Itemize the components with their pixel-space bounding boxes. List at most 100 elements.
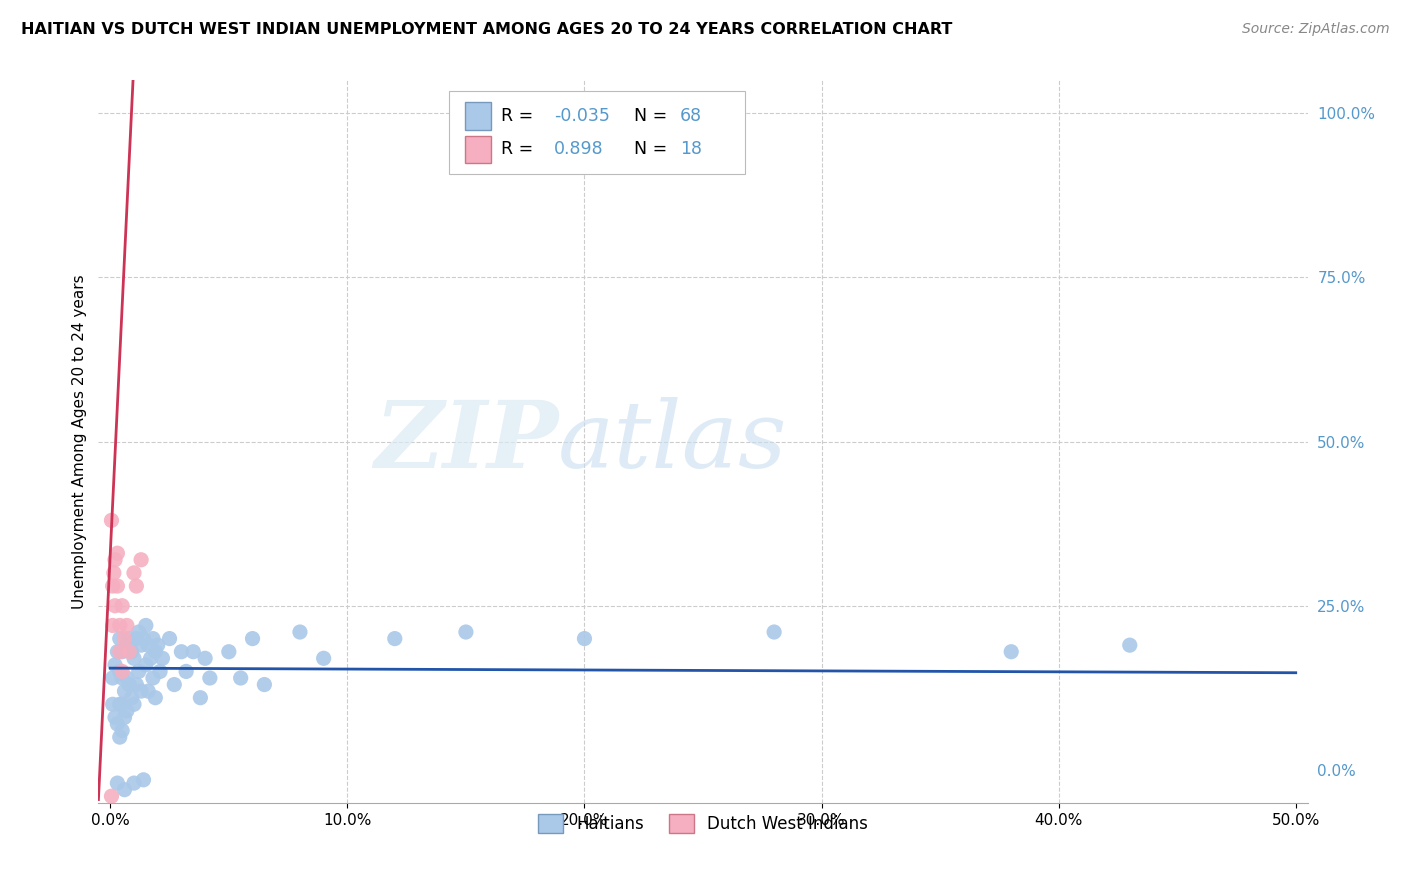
Point xyxy=(174,665,197,679)
Text: 18: 18 xyxy=(681,140,702,159)
Point xyxy=(1119,638,1142,652)
Point xyxy=(101,698,124,712)
Point xyxy=(1000,645,1022,659)
Point xyxy=(108,645,131,659)
Point xyxy=(114,684,136,698)
Point xyxy=(115,704,138,718)
Point xyxy=(108,665,131,679)
Point xyxy=(125,632,148,646)
Point xyxy=(111,665,134,679)
Point xyxy=(229,671,252,685)
Point xyxy=(114,782,136,797)
Point xyxy=(135,657,157,672)
Text: HAITIAN VS DUTCH WEST INDIAN UNEMPLOYMENT AMONG AGES 20 TO 24 YEARS CORRELATION : HAITIAN VS DUTCH WEST INDIAN UNEMPLOYMEN… xyxy=(21,22,952,37)
Text: R =: R = xyxy=(501,107,538,125)
Point xyxy=(122,698,145,712)
Point xyxy=(118,677,141,691)
Point xyxy=(104,710,127,724)
Point xyxy=(104,553,127,567)
Text: 0.898: 0.898 xyxy=(554,140,605,159)
Point xyxy=(170,645,193,659)
Point xyxy=(122,566,145,580)
Point xyxy=(253,677,276,691)
Bar xyxy=(465,136,492,163)
Point xyxy=(159,632,181,646)
Point xyxy=(149,665,172,679)
Point xyxy=(152,651,174,665)
Text: ZIP: ZIP xyxy=(374,397,558,486)
Y-axis label: Unemployment Among Ages 20 to 24 years: Unemployment Among Ages 20 to 24 years xyxy=(72,274,87,609)
Point xyxy=(128,665,150,679)
Point xyxy=(242,632,264,646)
Point xyxy=(114,710,136,724)
Point xyxy=(135,618,157,632)
Point xyxy=(115,671,138,685)
Point xyxy=(763,625,786,640)
Point xyxy=(125,677,148,691)
Point xyxy=(111,698,134,712)
Point xyxy=(114,632,136,646)
Point xyxy=(104,599,127,613)
Legend: Haitians, Dutch West Indians: Haitians, Dutch West Indians xyxy=(530,805,876,841)
Text: N =: N = xyxy=(634,107,673,125)
Point xyxy=(118,645,141,659)
Bar xyxy=(465,103,492,129)
Point xyxy=(105,579,128,593)
Point xyxy=(108,730,131,744)
Text: N =: N = xyxy=(634,140,673,159)
Text: -0.035: -0.035 xyxy=(554,107,610,125)
Point xyxy=(218,645,240,659)
Point xyxy=(104,657,127,672)
Point xyxy=(129,553,152,567)
Point xyxy=(122,776,145,790)
Point xyxy=(163,677,186,691)
Point xyxy=(146,638,169,652)
Point xyxy=(105,717,128,731)
Point xyxy=(454,625,477,640)
Point xyxy=(129,684,152,698)
Point xyxy=(574,632,596,646)
Point xyxy=(384,632,406,646)
Text: Source: ZipAtlas.com: Source: ZipAtlas.com xyxy=(1241,22,1389,37)
Point xyxy=(128,625,150,640)
Point xyxy=(111,645,134,659)
Point xyxy=(125,579,148,593)
Point xyxy=(105,645,128,659)
Point xyxy=(105,776,128,790)
Point xyxy=(111,671,134,685)
Point xyxy=(312,651,335,665)
Point xyxy=(143,690,166,705)
Point xyxy=(136,638,159,652)
Point xyxy=(101,579,124,593)
Point xyxy=(122,651,145,665)
Point xyxy=(181,645,204,659)
Point xyxy=(111,723,134,738)
FancyBboxPatch shape xyxy=(449,91,745,174)
Point xyxy=(288,625,311,640)
Point xyxy=(121,690,143,705)
Text: R =: R = xyxy=(501,140,538,159)
Point xyxy=(108,632,131,646)
Point xyxy=(111,599,134,613)
Point xyxy=(194,651,217,665)
Point xyxy=(101,618,124,632)
Point xyxy=(132,632,155,646)
Text: atlas: atlas xyxy=(558,397,787,486)
Point xyxy=(143,645,166,659)
Point xyxy=(108,618,131,632)
Point xyxy=(100,789,122,804)
Point xyxy=(101,671,124,685)
Point xyxy=(136,684,159,698)
Point xyxy=(129,638,152,652)
Point xyxy=(121,645,143,659)
Point xyxy=(115,618,138,632)
Point xyxy=(105,546,128,560)
Point xyxy=(115,638,138,652)
Point xyxy=(142,671,165,685)
Point xyxy=(190,690,212,705)
Point xyxy=(103,566,125,580)
Point xyxy=(132,772,155,787)
Point xyxy=(100,513,122,527)
Point xyxy=(108,698,131,712)
Point xyxy=(118,632,141,646)
